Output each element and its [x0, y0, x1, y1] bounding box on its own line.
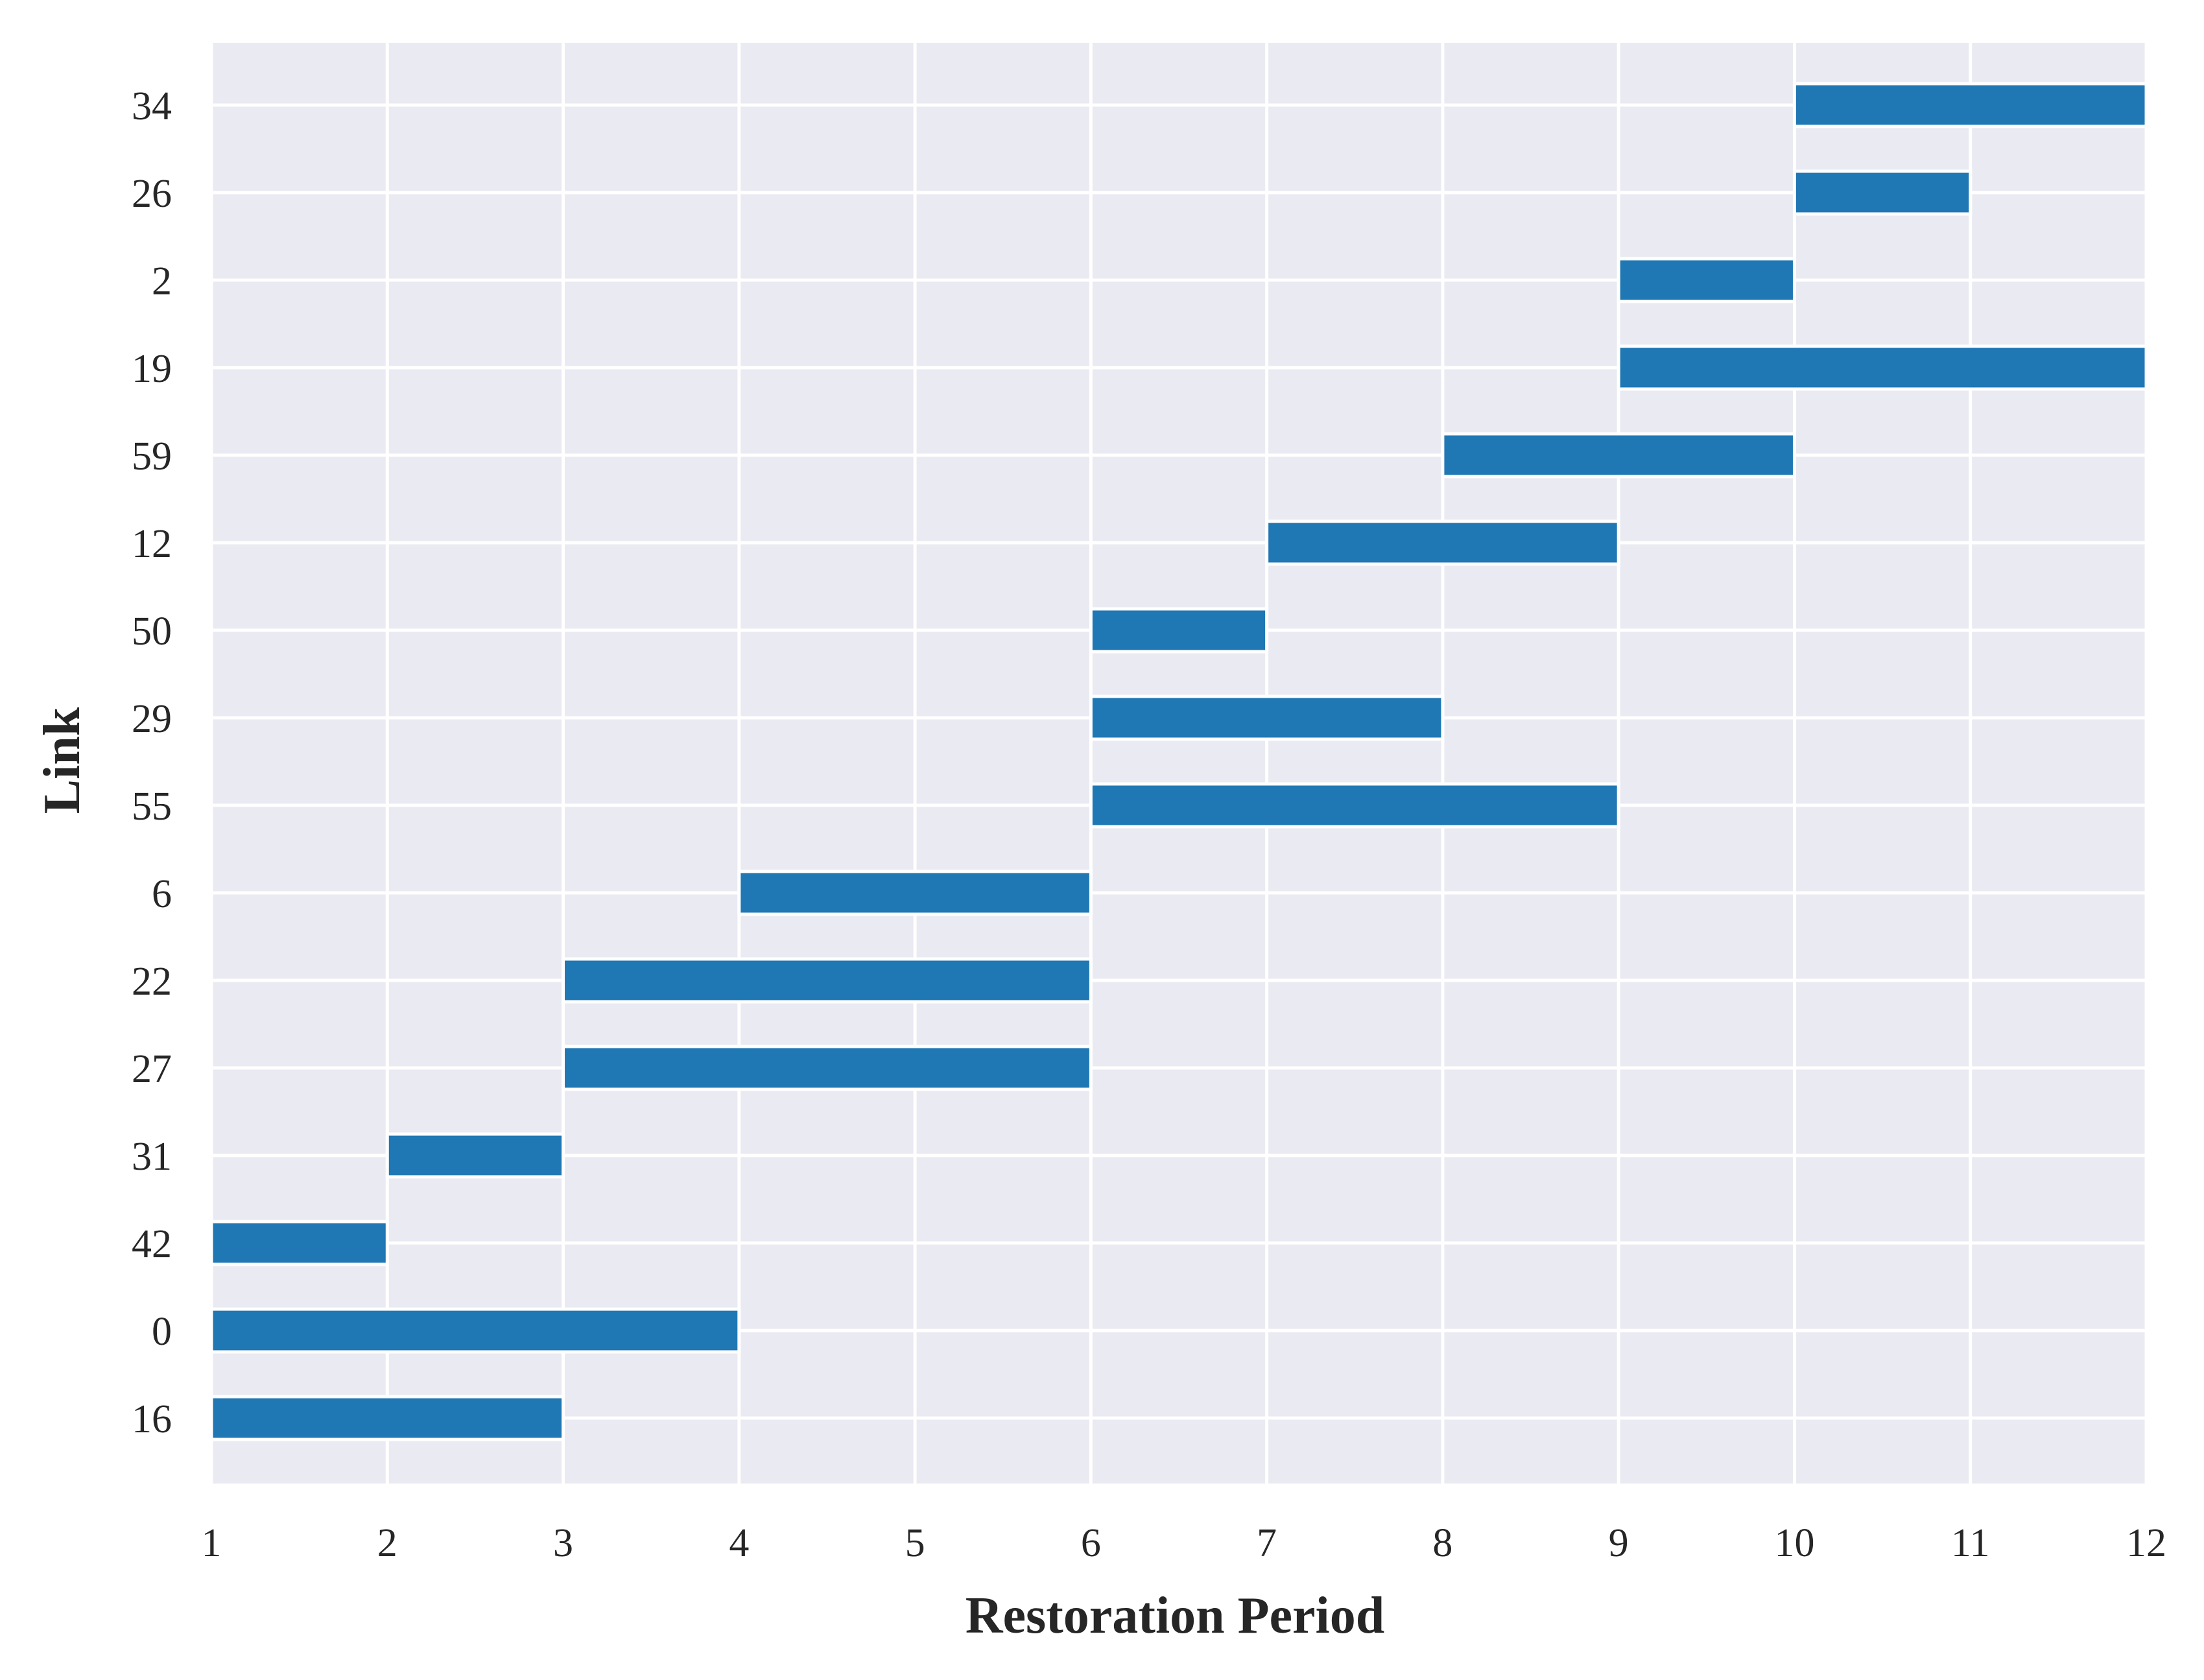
y-tick-label: 50 [132, 609, 172, 654]
x-axis-label: Restoration Period [966, 1587, 1385, 1644]
x-tick-label: 3 [553, 1521, 573, 1565]
plot-background [211, 43, 2146, 1484]
y-tick-label: 55 [132, 785, 172, 829]
y-tick-label: 6 [152, 872, 172, 916]
y-tick-label: 12 [132, 522, 172, 566]
bar-link-26 [1792, 169, 1973, 216]
x-tick-label: 12 [2126, 1521, 2166, 1565]
x-tick-label: 1 [202, 1521, 222, 1565]
bar-link-55 [1089, 782, 1620, 829]
x-tick-label: 5 [905, 1521, 925, 1565]
bar-series [209, 82, 2148, 1441]
y-tick-label: 0 [152, 1310, 172, 1354]
x-tick-label: 10 [1774, 1521, 1814, 1565]
grid-lines [209, 43, 2148, 1484]
bar-link-16 [209, 1395, 565, 1441]
bar-link-59 [1441, 432, 1796, 479]
x-tick-label: 6 [1081, 1521, 1101, 1565]
x-tick-label: 7 [1257, 1521, 1277, 1565]
y-tick-label: 2 [152, 259, 172, 303]
bar-link-2 [1617, 257, 1796, 303]
bar-link-42 [209, 1220, 389, 1266]
x-tick-label: 4 [729, 1521, 749, 1565]
y-tick-label: 34 [132, 84, 172, 128]
bar-link-50 [1089, 607, 1269, 654]
bar-link-27 [562, 1045, 1093, 1091]
bar-link-12 [1265, 519, 1620, 566]
bar-link-6 [737, 870, 1093, 916]
y-tick-label: 42 [132, 1222, 172, 1266]
x-tick-label: 2 [377, 1521, 397, 1565]
bar-link-31 [385, 1132, 565, 1179]
y-tick-label: 19 [132, 347, 172, 391]
y-tick-label: 16 [132, 1397, 172, 1441]
bar-link-29 [1089, 694, 1445, 741]
y-tick-label: 59 [132, 434, 172, 479]
x-tick-label: 8 [1432, 1521, 1452, 1565]
y-tick-label: 27 [132, 1047, 172, 1091]
x-tick-label: 11 [1951, 1521, 1990, 1565]
x-tick-label: 9 [1609, 1521, 1629, 1565]
bar-link-22 [562, 957, 1093, 1004]
bar-link-34 [1792, 82, 2148, 128]
y-tick-label: 29 [132, 697, 172, 741]
bar-link-0 [209, 1307, 741, 1354]
bar-link-19 [1617, 344, 2148, 391]
y-axis-label: Link [34, 707, 91, 814]
y-tick-label: 22 [132, 960, 172, 1004]
x-tick-labels: 1 2 3 4 5 6 7 8 9 10 11 12 [202, 1521, 2167, 1565]
y-tick-label: 31 [132, 1135, 172, 1179]
y-tick-label: 26 [132, 172, 172, 216]
